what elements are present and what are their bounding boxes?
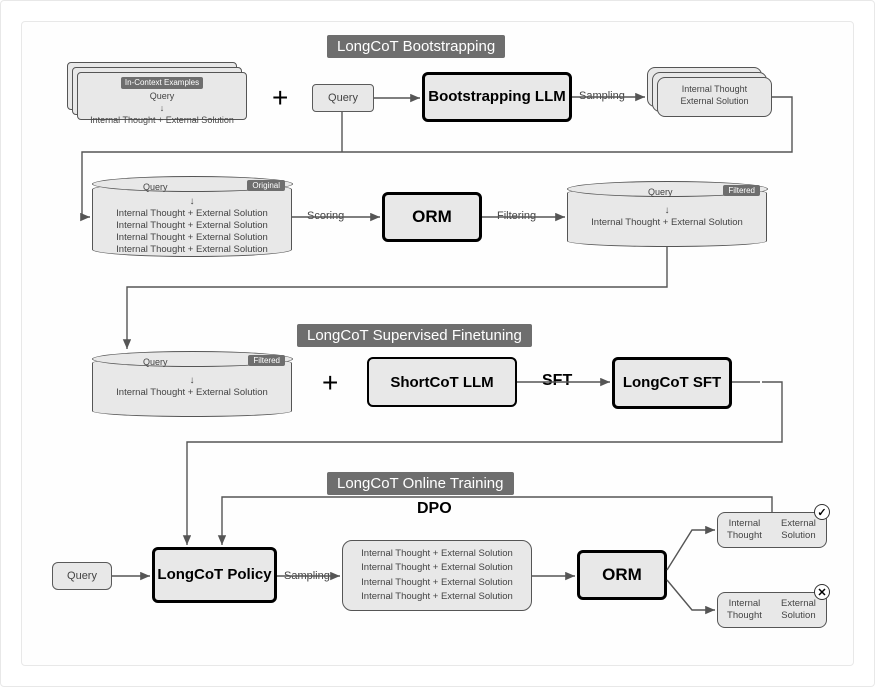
db-orig-l3: Internal Thought + External Solution bbox=[116, 232, 268, 243]
result-positive: Internal Thought External Solution bbox=[717, 512, 827, 548]
query-box-1: Query bbox=[312, 84, 374, 112]
samples-l3: Internal Thought + External Solution bbox=[361, 577, 513, 588]
db-filt-line: Internal Thought + External Solution bbox=[591, 217, 743, 228]
longcot-sft-box: LongCoT SFT bbox=[612, 357, 732, 409]
sampled-l2: External Solution bbox=[680, 96, 748, 106]
db-filtered-1: Query Filtered ↓ Internal Thought + Exte… bbox=[567, 187, 767, 247]
title-online: LongCoT Online Training bbox=[327, 472, 514, 495]
diagram-canvas: LongCoT Bootstrapping LongCoT Supervised… bbox=[0, 0, 875, 687]
shortcot-llm-box: ShortCoT LLM bbox=[367, 357, 517, 407]
db-filtered-2: Query Filtered ↓ Internal Thought + Exte… bbox=[92, 357, 292, 417]
orm-box-1: ORM bbox=[382, 192, 482, 242]
db-filt2-query: Query bbox=[143, 357, 168, 367]
samples-list: Internal Thought + External Solution Int… bbox=[342, 540, 532, 611]
bootstrapping-llm-box: Bootstrapping LLM bbox=[422, 72, 572, 122]
samples-l1: Internal Thought + External Solution bbox=[361, 548, 513, 559]
icx-query: Query bbox=[150, 91, 175, 101]
check-icon: ✓ bbox=[814, 504, 830, 520]
plus-icon-2: + bbox=[322, 367, 338, 399]
db-filt2-line: Internal Thought + External Solution bbox=[116, 387, 268, 398]
db-filt2-badge: Filtered bbox=[248, 355, 285, 366]
label-sft: SFT bbox=[542, 372, 572, 390]
query-box-2: Query bbox=[52, 562, 112, 590]
plus-icon-1: + bbox=[272, 82, 288, 114]
icx-badge: In-Context Examples bbox=[121, 77, 203, 89]
db-filt-query: Query bbox=[648, 187, 673, 197]
db-orig-l1: Internal Thought + External Solution bbox=[116, 208, 268, 219]
sampled-l1: Internal Thought bbox=[682, 84, 747, 94]
db-orig-l2: Internal Thought + External Solution bbox=[116, 220, 268, 231]
db-orig-query: Query bbox=[143, 182, 168, 192]
in-context-stack: In-Context Examples Query ↓ Internal Tho… bbox=[67, 62, 247, 120]
neg-l1: Internal Thought bbox=[718, 598, 771, 623]
sampled-stack: Internal Thought External Solution bbox=[647, 67, 777, 119]
label-scoring: Scoring bbox=[307, 210, 344, 222]
samples-l4: Internal Thought + External Solution bbox=[361, 591, 513, 602]
pos-l2: External Solution bbox=[771, 518, 826, 543]
pos-l1: Internal Thought bbox=[718, 518, 771, 543]
cross-icon: ✕ bbox=[814, 584, 830, 600]
db-orig-l4: Internal Thought + External Solution bbox=[116, 244, 268, 255]
db-filt-badge: Filtered bbox=[723, 185, 760, 196]
db-original: Query Original ↓ Internal Thought + Exte… bbox=[92, 182, 292, 257]
db-orig-badge: Original bbox=[247, 180, 285, 191]
label-sampling-1: Sampling bbox=[579, 90, 625, 102]
label-filtering: Filtering bbox=[497, 210, 536, 222]
samples-l2: Internal Thought + External Solution bbox=[361, 562, 513, 573]
title-sft: LongCoT Supervised Finetuning bbox=[297, 324, 532, 347]
longcot-policy-box: LongCoT Policy bbox=[152, 547, 277, 603]
title-bootstrap: LongCoT Bootstrapping bbox=[327, 35, 505, 58]
neg-l2: External Solution bbox=[771, 598, 826, 623]
orm-box-2: ORM bbox=[577, 550, 667, 600]
label-sampling-2: Sampling bbox=[284, 570, 330, 582]
result-negative: Internal Thought External Solution bbox=[717, 592, 827, 628]
icx-line2: Internal Thought + External Solution bbox=[90, 115, 234, 125]
label-dpo: DPO bbox=[417, 500, 452, 518]
diagram-frame: LongCoT Bootstrapping LongCoT Supervised… bbox=[21, 21, 854, 666]
